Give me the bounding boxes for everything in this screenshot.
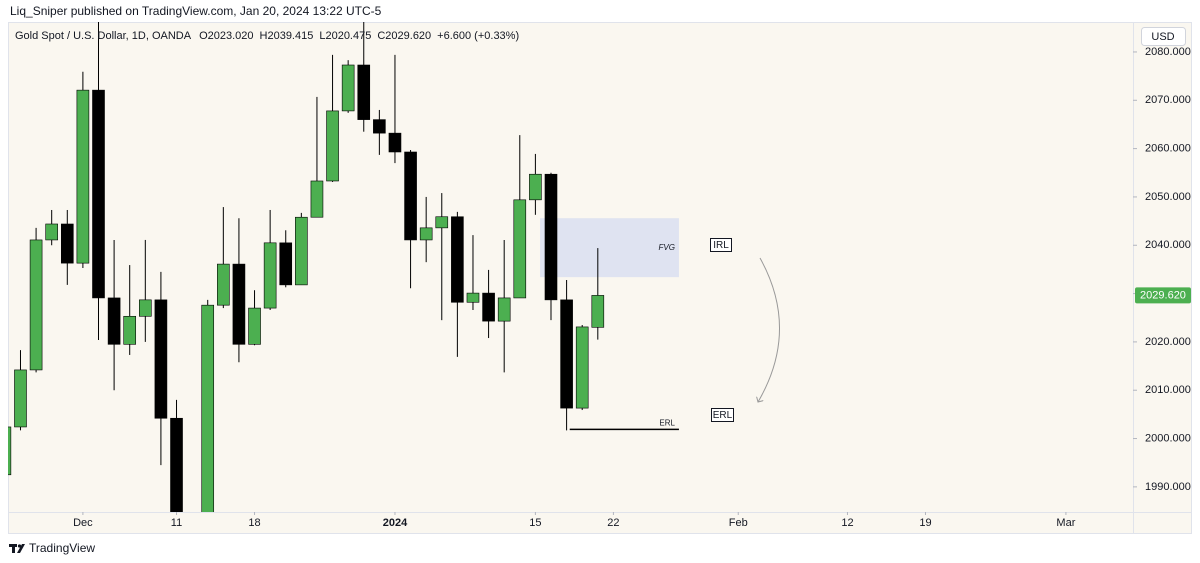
last-price-box [1135,287,1191,304]
legend-header: Gold Spot / U.S. Dollar, 1D, OANDA O2023… [15,30,519,42]
candle-body [76,89,90,264]
arrow [758,257,780,402]
candle-body [435,216,449,229]
fvg-zone [540,218,679,278]
candle-body [497,297,511,322]
candle-body [388,132,402,153]
y-tick-label: 2020.000 [1145,336,1191,348]
candle-body [232,263,246,345]
brand: TradingView [29,541,95,555]
plot-area [8,22,679,512]
currency[interactable]: USD [1151,31,1174,43]
candle-body [123,315,137,345]
x-tick-label: 19 [919,517,931,529]
y-tick-label: 2070.000 [1145,94,1191,106]
y-tick-label: 2040.000 [1145,239,1191,251]
erl-box [711,408,734,422]
candle-body [341,64,355,112]
erl-label: ERL [713,410,733,421]
x-tick-label: 11 [171,517,182,529]
symbol-title: Gold Spot / U.S. Dollar, 1D, OANDA [15,30,192,42]
x-tick-label: Feb [729,517,748,529]
ohlc-value: O2023.020 [199,30,253,42]
x-tick-label: 18 [248,517,260,529]
x-tick-label: 22 [607,517,619,529]
x-tick-label: Mar [1056,517,1075,529]
candle-body [201,304,215,512]
x-tick-label: 12 [841,517,853,529]
y-tick-label: 2080.000 [1145,46,1191,58]
candle-body [45,223,58,241]
ohlc-value: C2029.620 [377,30,431,42]
candle-body [326,110,339,182]
candle-body [404,151,417,241]
candle-body [419,227,433,241]
x-tick-label: Dec [73,517,93,529]
candle-body [263,242,277,309]
candle-body [575,326,589,409]
candle-body [154,299,168,419]
chart-background [8,22,1192,534]
candle-body [466,292,480,303]
candle-body [29,239,43,371]
erl-line-label: ERL [659,418,675,427]
candle-body [14,369,27,428]
candle-body [591,295,605,328]
currency-box[interactable] [1141,27,1186,46]
candle-body [217,263,230,306]
candle-body [357,64,371,120]
irl-label: IRL [713,240,729,251]
candle-body [8,426,12,476]
y-tick-label: 2010.000 [1145,384,1191,396]
candle-body [295,216,308,286]
candle-body [279,242,293,286]
ohlc-value: L2020.475 [319,30,371,42]
candle-body [482,292,495,322]
ohlc-value: +6.600 (+0.33%) [437,30,519,42]
candle-body [451,216,464,303]
candle-body [529,173,542,201]
y-tick-label: 2050.000 [1145,191,1191,203]
candle-body [544,173,558,301]
candle-body [310,180,324,218]
candle-body [373,119,386,134]
x-tick-label: 2024 [383,517,408,529]
last-price-label: 2029.620 [1140,289,1186,301]
candle-body [170,417,183,512]
brand-logo [9,544,25,553]
publisher: Liq_Sniper published on TradingView.com,… [10,4,382,18]
y-tick-label: 2060.000 [1145,143,1191,155]
fvg-label: FVG [658,243,674,252]
x-tick-label: 15 [529,517,541,529]
candle-body [248,307,261,345]
candle-body [513,199,527,299]
overlay: FVG ERL [569,243,679,431]
candle-body [60,223,74,264]
candle-body [107,297,121,345]
candle-body [92,89,105,299]
y-tick-label: 1990.000 [1145,481,1191,493]
y-tick-label: 2000.000 [1145,432,1191,444]
candle-body [560,299,573,409]
candle-body [139,299,152,317]
irl-box [710,238,732,252]
ohlc-value: H2039.415 [260,30,314,42]
